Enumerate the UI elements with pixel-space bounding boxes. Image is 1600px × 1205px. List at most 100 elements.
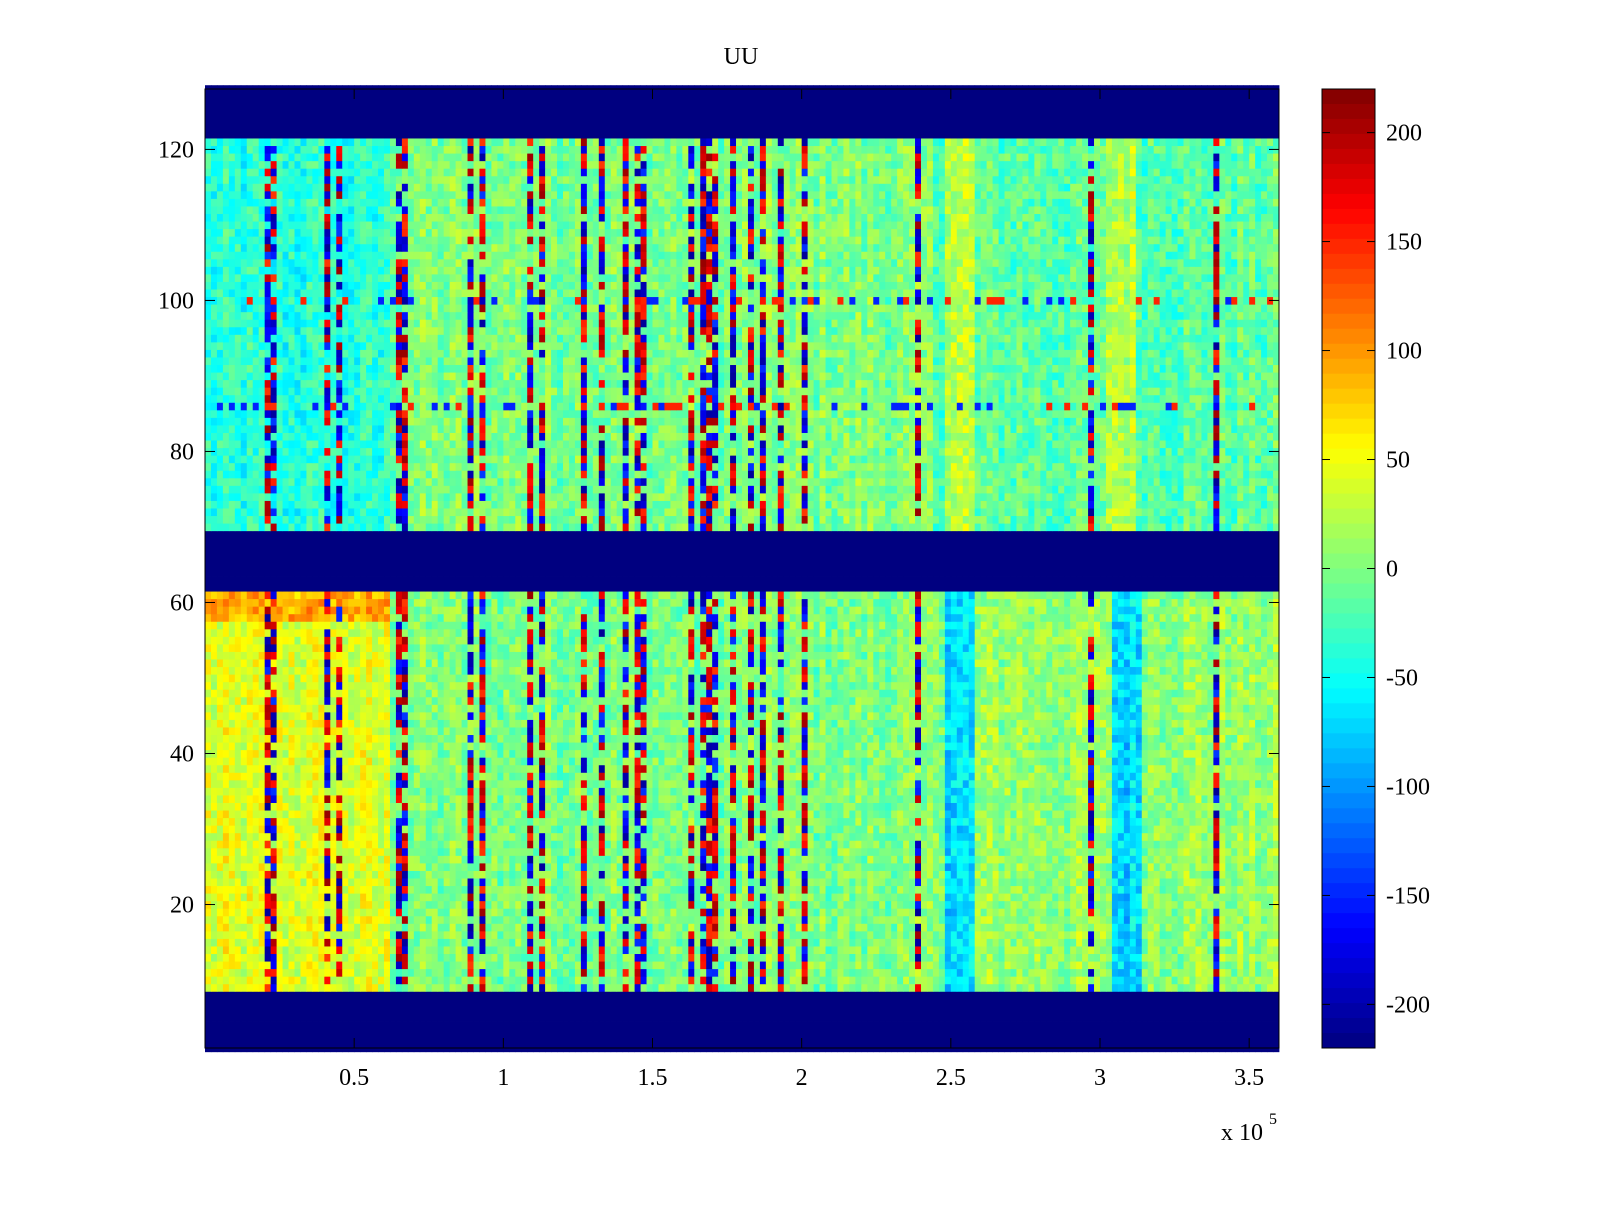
heatmap-cell — [276, 991, 283, 1000]
heatmap-cell — [1094, 908, 1101, 917]
heatmap-cell — [252, 1006, 260, 1015]
heatmap-cell — [210, 991, 218, 1000]
heatmap-cell — [491, 938, 498, 947]
heatmap-cell — [700, 885, 707, 894]
heatmap-cell — [962, 900, 970, 909]
heatmap-cell — [974, 908, 982, 917]
heatmap-cell — [867, 991, 874, 1000]
heatmap-cell — [1273, 1006, 1280, 1015]
heatmap-cell — [1052, 930, 1059, 939]
heatmap-cell — [1135, 870, 1143, 879]
heatmap-cell — [407, 1021, 415, 1030]
heatmap-cell — [479, 1006, 486, 1015]
heatmap-cell — [1028, 1014, 1035, 1022]
heatmap-cell — [336, 840, 343, 849]
heatmap-cell — [228, 1021, 236, 1030]
heatmap-cell — [789, 938, 797, 947]
heatmap-cell — [1243, 991, 1250, 1000]
heatmap-cell — [378, 968, 385, 977]
heatmap-cell — [527, 870, 534, 879]
heatmap-cell — [1177, 968, 1184, 977]
heatmap-cell — [807, 847, 814, 856]
heatmap-cell — [437, 900, 445, 909]
heatmap-cell — [700, 953, 707, 962]
heatmap-cell — [1273, 908, 1280, 917]
heatmap-cell — [580, 976, 588, 985]
heatmap-cell — [461, 863, 468, 871]
heatmap-cell — [944, 908, 952, 917]
heatmap-cell — [640, 998, 647, 1007]
heatmap-cell — [1117, 983, 1125, 992]
heatmap-cell — [1070, 847, 1077, 856]
heatmap-cell — [216, 893, 224, 902]
heatmap-cell — [384, 923, 391, 932]
heatmap-cell — [682, 923, 689, 932]
heatmap-cell — [688, 998, 695, 1007]
heatmap-cell — [574, 938, 582, 947]
heatmap-cell — [1046, 893, 1053, 902]
heatmap-cell — [1171, 961, 1178, 970]
heatmap-cell — [1028, 946, 1035, 955]
heatmap-cell — [1141, 983, 1149, 992]
heatmap-cell — [533, 855, 540, 864]
heatmap-cell — [443, 991, 451, 1000]
heatmap-cell — [360, 946, 367, 955]
heatmap-cell — [1195, 878, 1202, 887]
heatmap-cell — [1076, 953, 1083, 962]
heatmap-cell — [485, 930, 492, 939]
heatmap-cell — [956, 885, 964, 894]
heatmap-cell — [443, 900, 451, 909]
heatmap-cell — [348, 930, 355, 939]
heatmap-cell — [616, 1029, 624, 1038]
heatmap-cell — [712, 938, 719, 947]
heatmap-cell — [1273, 930, 1280, 939]
heatmap-cell — [1201, 961, 1208, 970]
heatmap-cell — [515, 863, 522, 871]
heatmap-cell — [300, 1029, 307, 1038]
heatmap-cell — [873, 870, 880, 879]
heatmap-cell — [1040, 923, 1047, 932]
heatmap-cell — [598, 976, 606, 985]
heatmap-cell — [366, 885, 373, 894]
heatmap-cell — [861, 930, 868, 939]
heatmap-cell — [300, 893, 307, 902]
heatmap-cell — [885, 863, 892, 871]
heatmap-cell — [533, 1029, 540, 1038]
heatmap-cell — [712, 1029, 719, 1038]
heatmap-cell — [604, 847, 612, 856]
heatmap-cell — [694, 923, 701, 932]
heatmap-cell — [628, 915, 635, 924]
heatmap-cell — [634, 930, 641, 939]
heatmap-cell — [228, 998, 236, 1007]
heatmap-cell — [1040, 1006, 1047, 1015]
heatmap-cell — [783, 855, 791, 864]
heatmap-cell — [1255, 847, 1262, 856]
heatmap-cell — [1016, 946, 1023, 955]
heatmap-cell — [938, 1021, 946, 1030]
heatmap-cell — [891, 840, 898, 849]
heatmap-cell — [837, 953, 844, 962]
heatmap-cell — [557, 908, 564, 917]
heatmap-cell — [568, 1036, 576, 1045]
heatmap-cell — [622, 1006, 630, 1015]
heatmap-cell — [753, 961, 761, 970]
heatmap-cell — [765, 938, 773, 947]
heatmap-cell — [1070, 870, 1077, 879]
heatmap-cell — [270, 900, 277, 909]
heatmap-cell — [1249, 878, 1256, 887]
heatmap-cell — [288, 1014, 295, 1022]
heatmap-cell — [551, 840, 558, 849]
heatmap-cell — [759, 938, 767, 947]
heatmap-cell — [568, 983, 576, 992]
heatmap-cell — [258, 840, 266, 849]
heatmap-cell — [1040, 863, 1047, 871]
heatmap-cell — [807, 976, 814, 985]
heatmap-cell — [461, 976, 468, 985]
heatmap-cell — [1147, 915, 1155, 924]
heatmap-cell — [980, 1006, 988, 1015]
heatmap-cell — [742, 1029, 749, 1038]
heatmap-cell — [592, 976, 600, 985]
heatmap-cell — [1255, 1006, 1262, 1015]
heatmap-cell — [354, 968, 361, 977]
heatmap-cell — [300, 961, 307, 970]
